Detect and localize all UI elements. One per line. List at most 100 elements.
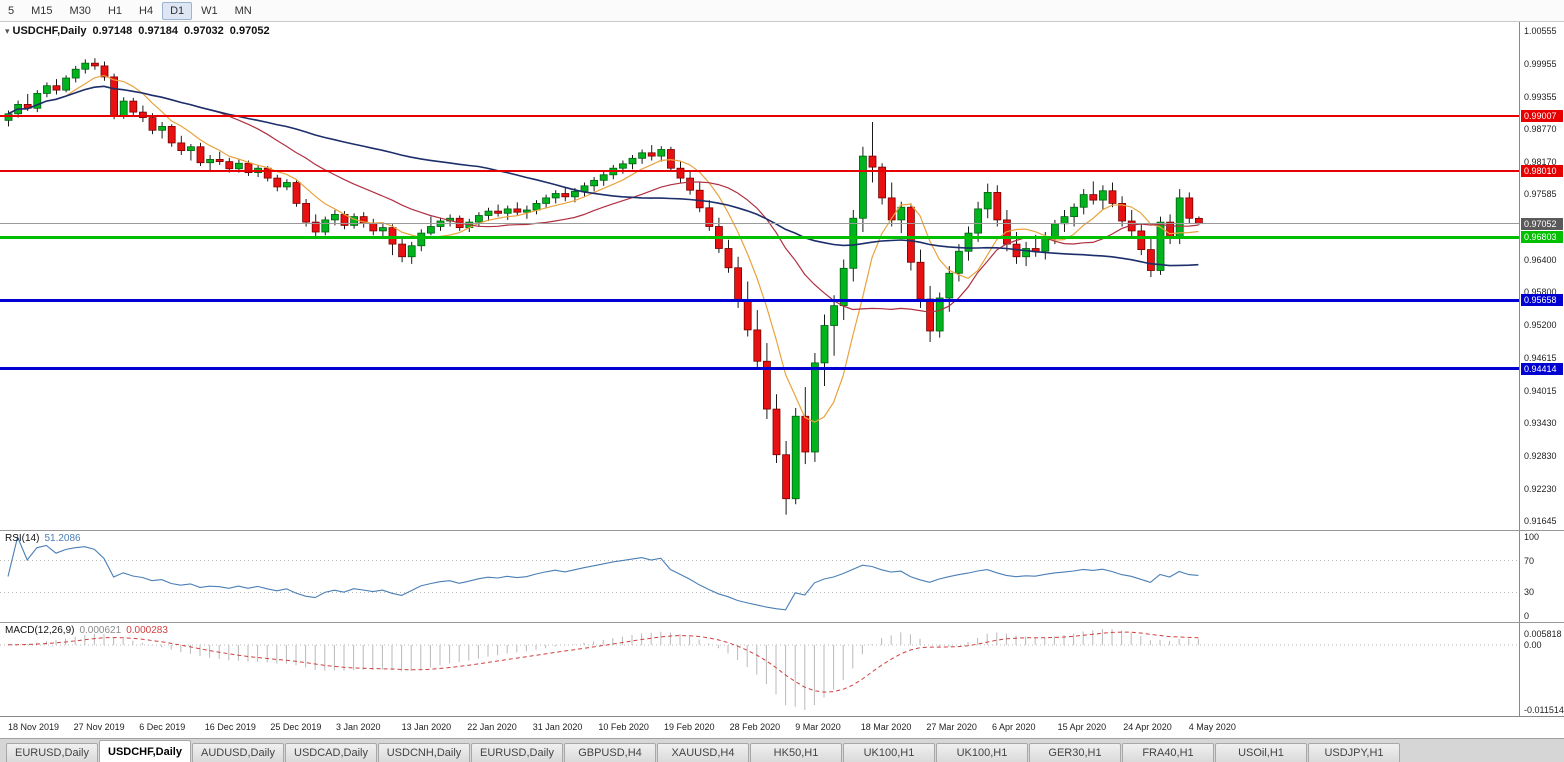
price-tag-0.99007: 0.99007 (1521, 110, 1563, 123)
timeframe-button-d1[interactable]: D1 (162, 1, 193, 20)
price-tag-0.94414: 0.94414 (1521, 362, 1563, 375)
time-axis-label: 18 Nov 2019 (8, 722, 60, 732)
rsi-name: RSI(14) (5, 533, 40, 544)
overlay-ma-slow (7, 85, 1199, 267)
bear-candle (1137, 230, 1146, 251)
panel-separator[interactable] (0, 622, 1564, 623)
chart-tab-xauusd-h4[interactable]: XAUUSD,H4 (657, 743, 749, 762)
bull-candle (955, 250, 963, 274)
timeframe-button-m30[interactable]: M30 (69, 4, 91, 17)
chart-tab-eurusd-daily[interactable]: EURUSD,Daily (471, 743, 563, 762)
bull-candle (186, 146, 195, 152)
time-axis-label: 15 Apr 2020 (1057, 722, 1107, 732)
bull-candle (119, 100, 128, 116)
bull-candle (1060, 216, 1069, 225)
price-axis[interactable]: 1.00555 0.99955 0.99355 0.98770 0.98170 0.975… (1519, 22, 1564, 716)
bull-candle (417, 232, 426, 247)
time-axis-label: 4 May 2020 (1188, 722, 1236, 732)
bear-candle (91, 62, 99, 67)
bear-candle (110, 76, 118, 116)
chart-tab-uk100-h1[interactable]: UK100,H1 (936, 743, 1028, 762)
bull-candle (849, 217, 858, 269)
time-axis-label: 19 Feb 2020 (664, 722, 715, 732)
chart-tab-usdcad-daily[interactable]: USDCAD,Daily (285, 743, 377, 762)
timeframe-button-h1[interactable]: H1 (107, 4, 122, 17)
bear-candle (292, 182, 301, 204)
macd-signal-value: 0.000283 (126, 625, 168, 636)
time-axis[interactable]: 18 Nov 2019 27 Nov 2019 6 Dec 2019 16 Dec 2… (0, 716, 1564, 738)
chart-tab-audusd-daily[interactable]: AUDUSD,Daily (192, 743, 284, 762)
chart-tab-usdcnh-daily[interactable]: USDCNH,Daily (378, 743, 470, 762)
rsi-axis-label: 100 (1524, 532, 1540, 542)
price-axis-label: 0.95800 (1524, 287, 1557, 298)
macd-name: MACD(12,26,9) (5, 625, 75, 636)
timeframe-button-m15[interactable]: M15 (31, 4, 53, 17)
bull-candle (542, 197, 550, 204)
time-axis-label: 13 Jan 2020 (401, 722, 452, 732)
bull-candle (523, 209, 531, 213)
current-price-tag: 0.97052 (1521, 217, 1563, 230)
time-axis-label: 27 Nov 2019 (73, 722, 125, 732)
bull-candle (983, 192, 992, 210)
bull-candle (974, 208, 982, 234)
chart-tab-eurusd-daily[interactable]: EURUSD,Daily (6, 743, 98, 762)
bear-candle (196, 146, 205, 164)
time-axis-label: 22 Jan 2020 (467, 722, 517, 732)
price-axis-label: 0.97585 (1524, 189, 1557, 200)
collapse-icon[interactable]: ▾ (5, 26, 10, 36)
macd-axis-label: 0.005818 (1524, 629, 1562, 639)
price-chart-panel: ▾ USDCHF,Daily 0.97148 0.97184 0.97032 0.9705… (0, 22, 1519, 530)
macd-canvas (0, 629, 1519, 710)
time-axis-label: 9 Mar 2020 (795, 722, 841, 732)
bull-candle (964, 232, 973, 252)
bull-candle (657, 149, 666, 157)
chart-tab-gbpusd-h4[interactable]: GBPUSD,H4 (564, 743, 656, 762)
bear-candle (676, 167, 685, 179)
panel-separator[interactable] (0, 530, 1564, 531)
chart-tab-hk50-h1[interactable]: HK50,H1 (750, 743, 842, 762)
macd-panel: MACD(12,26,9) 0.000621 0.000283 (0, 623, 1519, 716)
bull-candle (551, 193, 560, 199)
time-axis-label: 28 Feb 2020 (729, 722, 781, 732)
macd-axis-label: -0.011514 (1524, 705, 1564, 715)
bear-candle (993, 192, 1002, 221)
bull-candle (407, 245, 416, 258)
chart-symbol-label: USDCHF,Daily (12, 25, 87, 37)
price-axis-label: 0.98770 (1524, 124, 1557, 135)
timeframe-button-w1[interactable]: W1 (201, 4, 218, 17)
chart-tab-uk100-h1[interactable]: UK100,H1 (843, 743, 935, 762)
price-axis-label: 1.00555 (1524, 26, 1557, 36)
chart-tab-usdchf-daily[interactable]: USDCHF,Daily (99, 740, 191, 762)
rsi-canvas (0, 535, 1519, 611)
bull-candle (43, 85, 51, 94)
bull-candle (426, 226, 435, 234)
bear-candle (1089, 194, 1098, 201)
bear-candle (782, 454, 790, 500)
chart-tab-usdjpy-h1[interactable]: USDJPY,H1 (1308, 743, 1400, 762)
bull-candle (811, 362, 819, 453)
bull-candle (638, 152, 646, 159)
time-axis-label: 18 Mar 2020 (860, 722, 912, 732)
timeframe-button-h4[interactable]: H4 (139, 4, 154, 17)
chart-tab-usoil-h1[interactable]: USOil,H1 (1215, 743, 1307, 762)
timeframe-button-mn[interactable]: MN (234, 4, 252, 17)
macd-histogram (17, 629, 1199, 710)
bull-candle (580, 185, 589, 192)
bull-candle (71, 68, 80, 79)
bear-candle (724, 248, 733, 269)
bear-candle (801, 415, 810, 453)
price-axis-label: 0.95200 (1524, 320, 1557, 331)
chart-tab-ger30-h1[interactable]: GER30,H1 (1029, 743, 1121, 762)
bear-candle (225, 161, 234, 170)
bull-candle (1070, 206, 1078, 218)
bull-candle (1022, 248, 1030, 258)
chart-tab-fra40-h1[interactable]: FRA40,H1 (1122, 743, 1214, 762)
timeframe-button-5[interactable]: 5 (8, 4, 15, 17)
price-axis-label: 0.94615 (1524, 352, 1557, 363)
price-tag-0.96803: 0.96803 (1521, 231, 1563, 244)
bull-candle (619, 163, 627, 169)
overlay-ma-mid (7, 85, 1199, 313)
bear-candle (647, 152, 656, 157)
chart-title: ▾ USDCHF,Daily 0.97148 0.97184 0.97032 0.9705… (5, 25, 270, 37)
time-axis-label: 10 Feb 2020 (598, 722, 649, 732)
